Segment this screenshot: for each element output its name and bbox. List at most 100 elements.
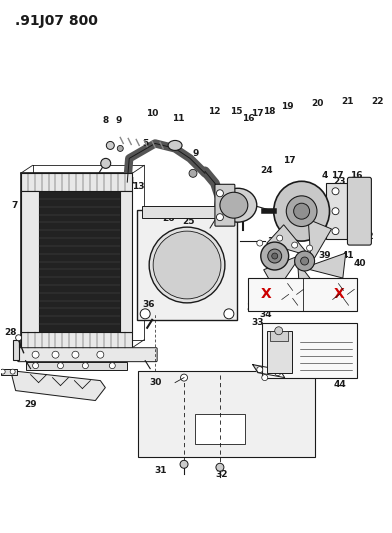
Text: 9: 9 [115,116,122,125]
Text: 32: 32 [216,470,228,479]
Text: 5: 5 [51,266,56,276]
Bar [137,210,237,320]
Circle shape [292,242,298,248]
Circle shape [109,362,115,369]
Text: 35: 35 [247,303,259,312]
Circle shape [189,169,197,177]
Text: 11: 11 [172,114,184,123]
Ellipse shape [219,188,257,222]
Text: 34: 34 [260,310,272,319]
Circle shape [272,253,278,259]
Text: 37: 37 [265,263,278,272]
Ellipse shape [274,181,330,241]
Circle shape [261,242,289,270]
Text: 44: 44 [333,380,346,389]
Polygon shape [308,219,332,259]
Text: 4: 4 [321,171,328,180]
Text: 3: 3 [65,259,72,268]
Text: X: X [260,287,271,301]
Text: X: X [334,287,345,301]
Ellipse shape [286,196,317,227]
Circle shape [72,351,79,358]
Text: 15: 15 [230,107,242,116]
FancyBboxPatch shape [347,177,371,245]
Bar [262,323,358,377]
Circle shape [268,249,282,263]
Text: 39: 39 [318,251,331,260]
Polygon shape [310,253,346,278]
Bar [1,369,16,375]
Text: 12: 12 [208,107,220,116]
Circle shape [216,463,224,471]
Bar [21,332,132,348]
Circle shape [33,362,38,369]
Text: 21: 21 [341,97,354,106]
Circle shape [52,351,59,358]
Circle shape [101,158,111,168]
Text: .91J07 800: .91J07 800 [15,14,98,28]
Text: 17: 17 [251,109,264,118]
Bar [21,173,132,191]
Circle shape [295,251,314,271]
Text: 13: 13 [132,182,145,191]
Polygon shape [298,269,325,303]
Circle shape [181,374,187,381]
Bar [21,191,38,332]
Text: 43: 43 [308,328,321,337]
Text: 40: 40 [353,259,366,268]
Circle shape [106,141,114,149]
Circle shape [294,203,310,219]
Circle shape [275,327,283,335]
Circle shape [82,362,88,369]
Circle shape [332,228,339,235]
Circle shape [180,461,188,469]
Circle shape [10,369,15,374]
Bar [267,331,292,373]
Circle shape [275,369,281,376]
Circle shape [332,188,339,195]
Circle shape [216,190,223,197]
FancyBboxPatch shape [18,348,157,362]
Bar [195,415,245,445]
Circle shape [32,351,39,358]
Ellipse shape [168,141,182,150]
Text: 23: 23 [333,177,346,186]
Polygon shape [253,365,285,377]
Circle shape [257,367,263,373]
Bar [142,206,232,218]
Bar [248,278,358,311]
Bar [13,340,19,360]
Text: 41: 41 [341,251,354,260]
Text: 33: 33 [252,318,264,327]
Circle shape [277,235,283,241]
Text: 10: 10 [146,109,158,118]
Circle shape [153,231,221,299]
Bar [21,173,132,348]
Text: 1: 1 [85,255,91,263]
Bar [138,370,314,457]
Text: 16: 16 [241,114,254,123]
Circle shape [149,227,225,303]
Bar [325,183,347,239]
Text: 26: 26 [162,214,174,223]
Text: 42: 42 [361,232,374,240]
Circle shape [224,309,234,319]
Bar [25,362,127,369]
Text: 24: 24 [260,166,273,175]
Polygon shape [11,370,105,400]
FancyBboxPatch shape [215,184,235,226]
Text: 17: 17 [331,171,344,180]
Circle shape [140,309,150,319]
Text: 9: 9 [193,149,199,158]
Text: 28: 28 [4,328,17,337]
Text: 19: 19 [281,102,294,111]
Ellipse shape [220,192,248,218]
Polygon shape [267,225,305,253]
Text: 20: 20 [311,99,324,108]
Circle shape [58,362,64,369]
Bar [38,191,120,332]
Text: 30: 30 [149,378,162,387]
Circle shape [307,245,312,251]
Text: 22: 22 [371,97,384,106]
Circle shape [117,146,123,151]
